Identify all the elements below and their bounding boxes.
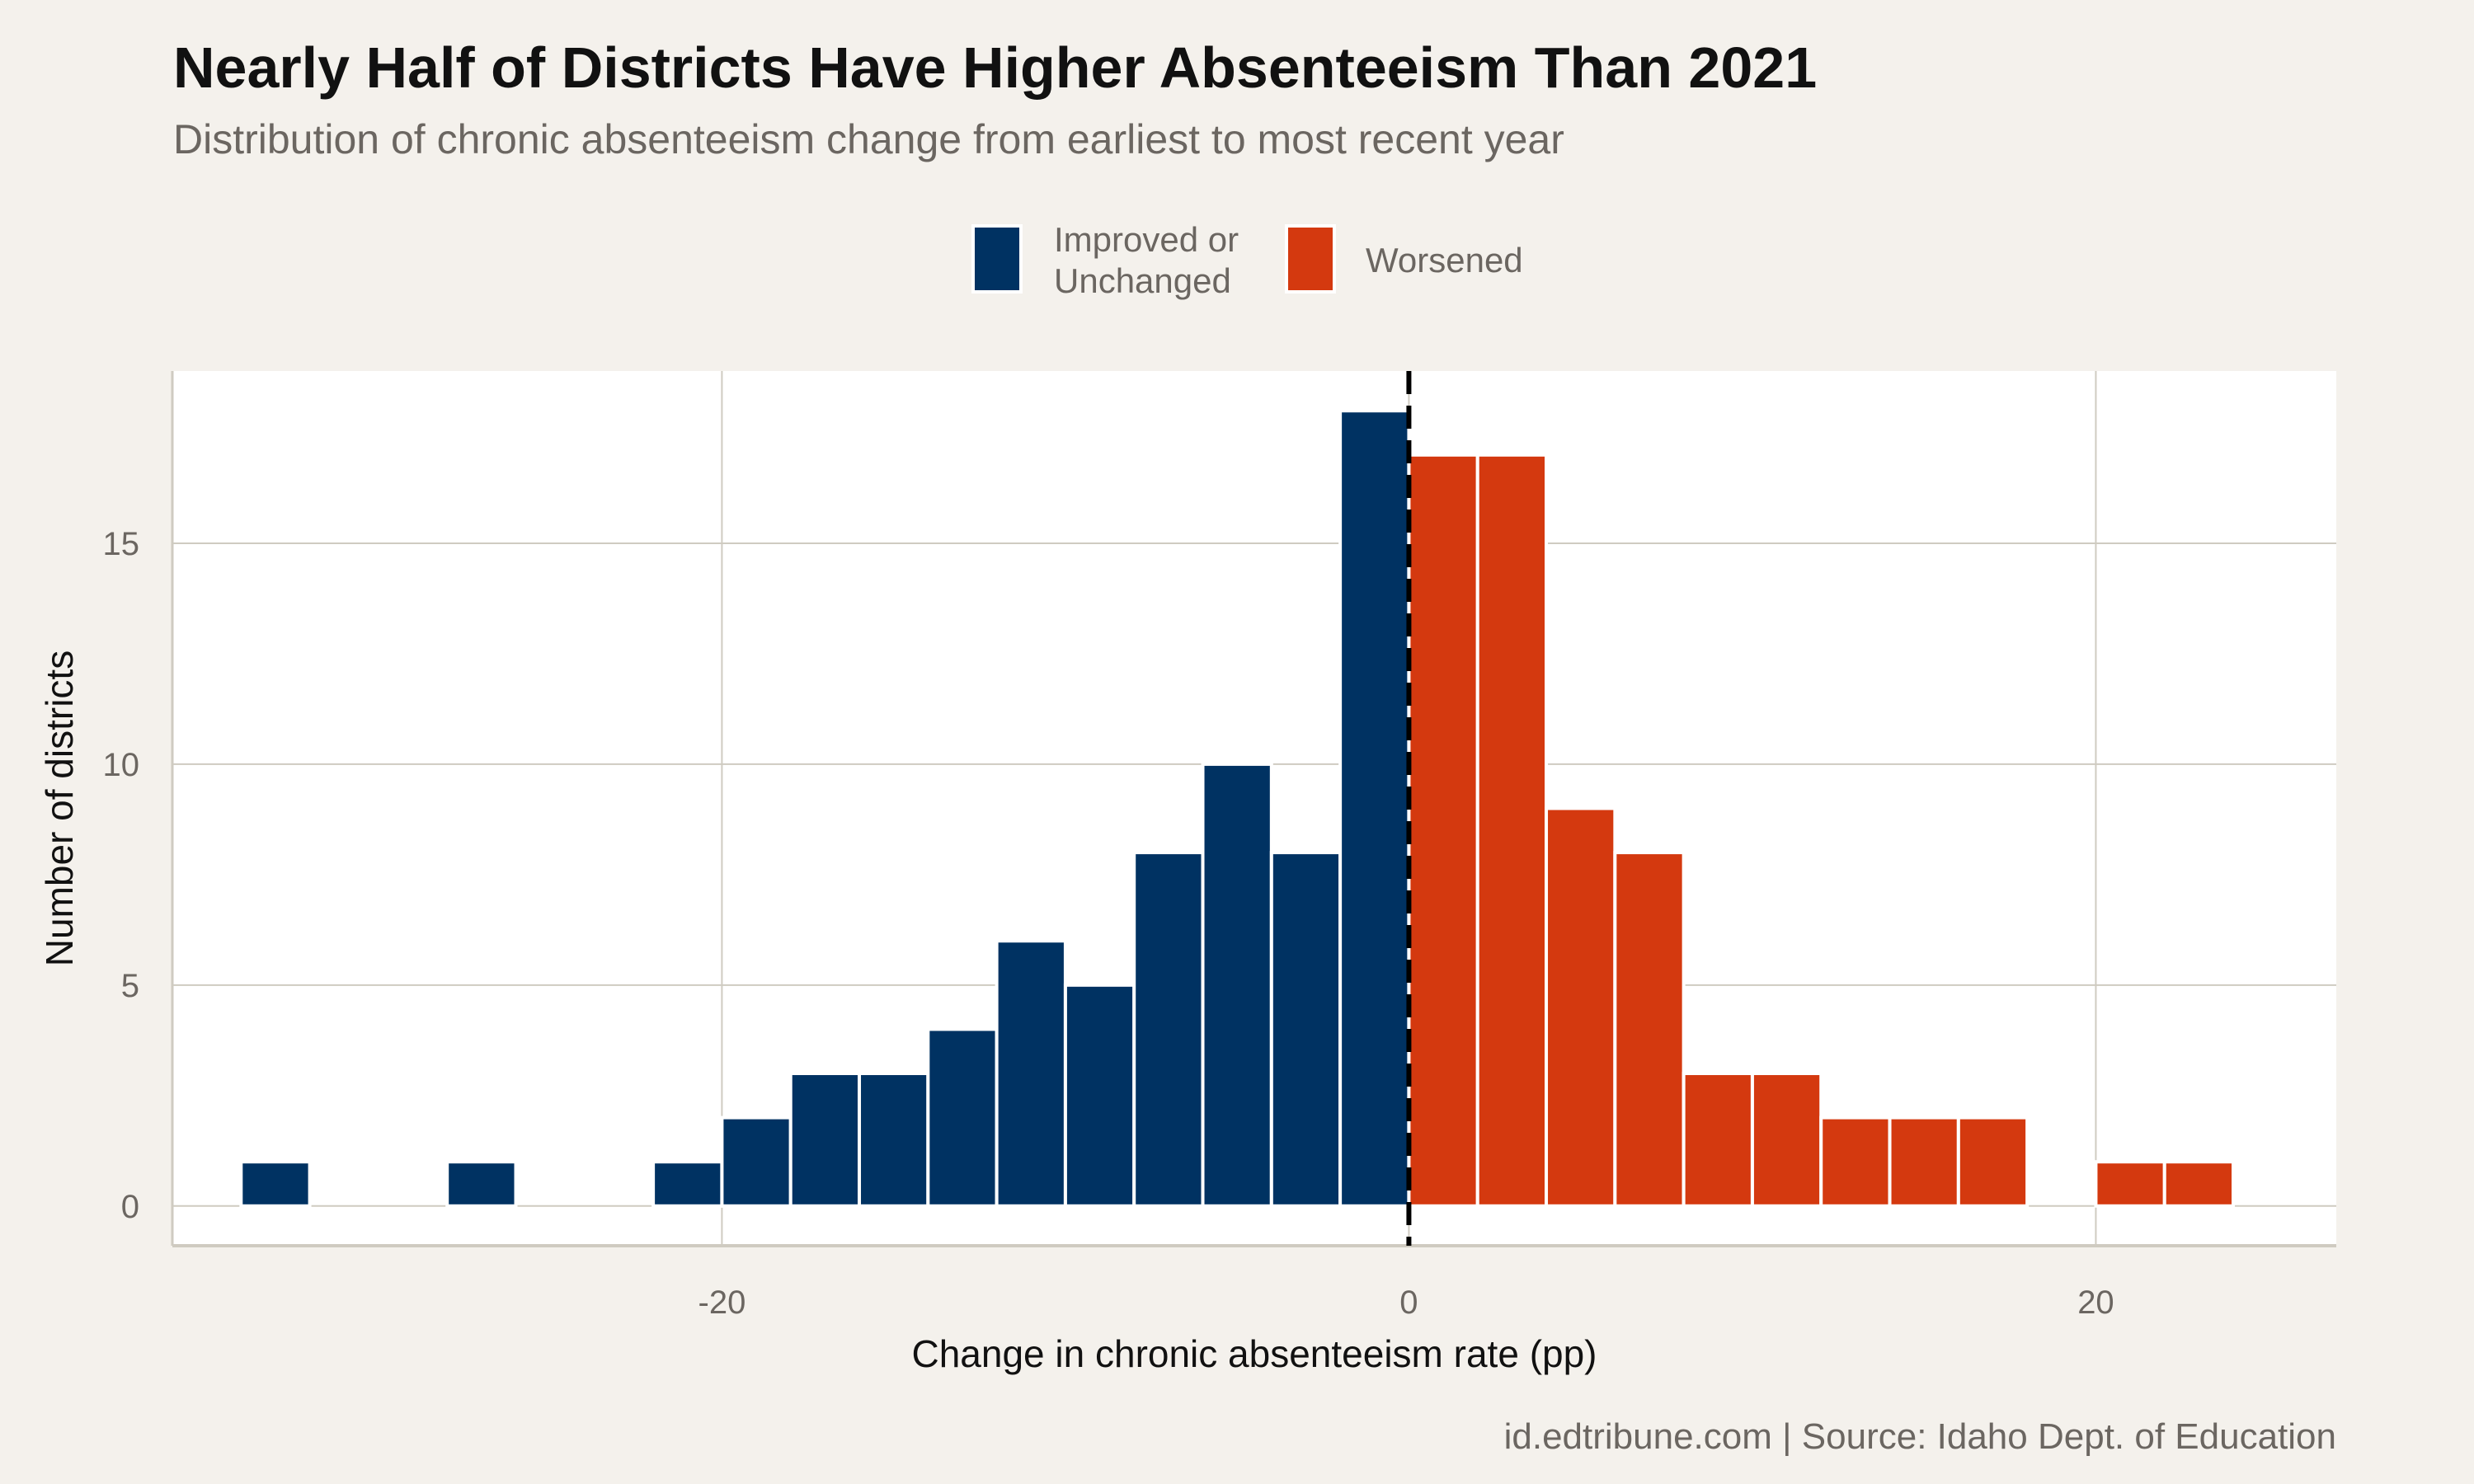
histogram-bar xyxy=(1338,409,1411,1208)
histogram-bar xyxy=(995,939,1067,1208)
histogram-bar xyxy=(1132,851,1205,1208)
x-tick-label: 20 xyxy=(2077,1284,2114,1321)
histogram-bar xyxy=(926,1027,999,1208)
y-axis-title: Number of districts xyxy=(38,650,81,966)
y-tick-label: 15 xyxy=(103,526,140,562)
legend-key-worsened xyxy=(1285,224,1336,294)
legend-label-improved-line1: Improved or xyxy=(1054,220,1239,259)
histogram-bar xyxy=(2094,1160,2166,1208)
histogram-bar xyxy=(788,1072,862,1208)
chart-title: Nearly Half of Districts Have Higher Abs… xyxy=(173,35,1818,100)
histogram-bar xyxy=(1407,453,1479,1208)
x-tick-label: -20 xyxy=(698,1284,746,1321)
histogram-bar xyxy=(858,1072,930,1208)
histogram-bar xyxy=(1956,1115,2030,1208)
legend-label-worsened: Worsened xyxy=(1366,241,1523,279)
legend-key-improved xyxy=(971,224,1023,294)
histogram-bar xyxy=(1613,851,1686,1208)
histogram-bar xyxy=(445,1160,518,1208)
caption: id.edtribune.com | Source: Idaho Dept. o… xyxy=(1503,1416,2336,1457)
legend-label-improved-line2: Unchanged xyxy=(1054,261,1231,300)
histogram-bar xyxy=(1201,762,1273,1208)
histogram-bar xyxy=(2162,1160,2236,1208)
histogram-bar xyxy=(1888,1115,1960,1208)
x-axis-title: Change in chronic absenteeism rate (pp) xyxy=(911,1332,1597,1375)
histogram-bar xyxy=(1269,851,1343,1208)
histogram-bar xyxy=(239,1160,312,1208)
histogram-bar xyxy=(1819,1115,1892,1208)
histogram-bar xyxy=(1750,1072,1823,1208)
y-tick-label: 5 xyxy=(121,968,139,1004)
y-tick-label: 10 xyxy=(103,747,140,783)
legend-label-improved: Improved or Unchanged xyxy=(1054,219,1239,302)
y-tick-label: 0 xyxy=(121,1189,139,1225)
histogram-bar xyxy=(651,1160,724,1208)
histogram-bar xyxy=(1475,453,1549,1208)
x-tick-label: 0 xyxy=(1399,1284,1418,1321)
histogram-bar xyxy=(720,1115,793,1208)
histogram-bar xyxy=(1545,806,1617,1208)
chart-subtitle: Distribution of chronic absenteeism chan… xyxy=(173,116,1564,162)
histogram-bar xyxy=(1063,983,1136,1208)
histogram-bar xyxy=(1681,1072,1754,1208)
